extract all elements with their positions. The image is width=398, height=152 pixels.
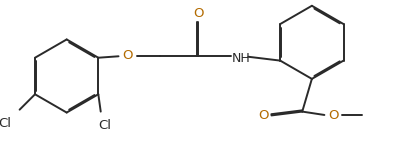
Text: Cl: Cl xyxy=(99,119,111,132)
Text: O: O xyxy=(259,109,269,122)
Text: Cl: Cl xyxy=(0,117,12,130)
Text: O: O xyxy=(122,49,133,62)
Text: NH: NH xyxy=(231,52,250,65)
Text: O: O xyxy=(328,109,338,122)
Text: O: O xyxy=(193,7,204,20)
